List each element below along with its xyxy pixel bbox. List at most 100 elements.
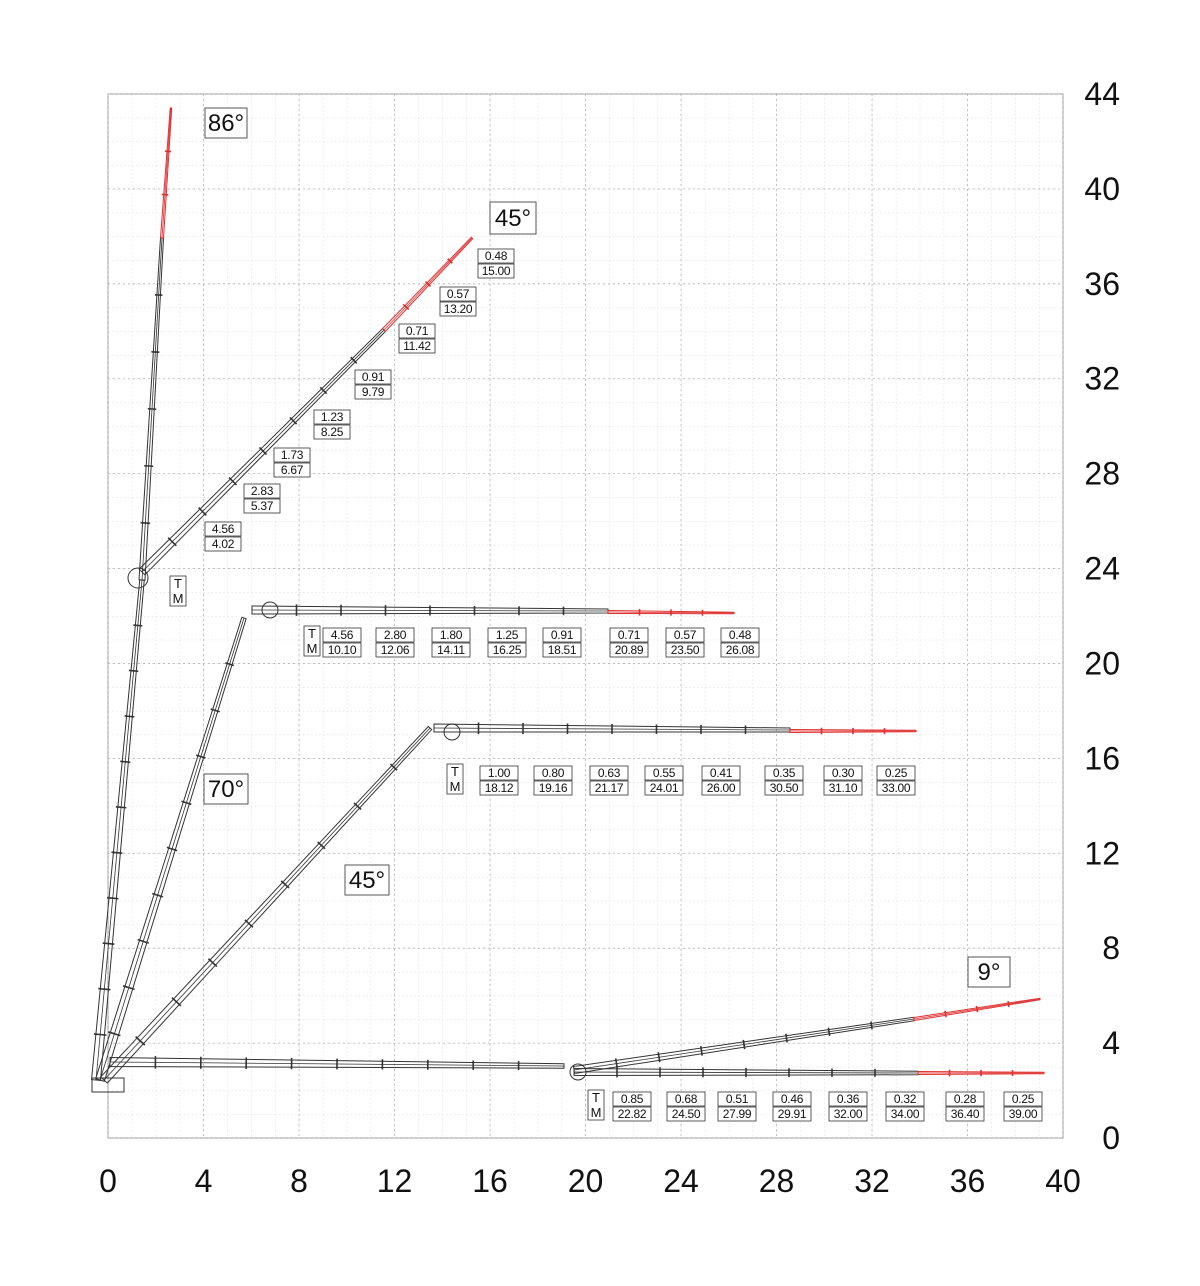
boom-86-45-jib-joint (402, 303, 410, 311)
load-9-m-box (666, 1106, 706, 1122)
load-86-45-t-box (439, 286, 477, 302)
load-45-m-box (533, 780, 573, 796)
load-45-t-box (479, 765, 519, 781)
load-70-tm-box (303, 625, 321, 657)
load-70-m-label: M (307, 641, 318, 656)
load-45-t-value: 0.30 (832, 766, 855, 780)
load-86-45-t-box (273, 447, 311, 463)
load-70-t-value: 0.48 (729, 628, 752, 642)
load-9-t-box (828, 1091, 868, 1107)
load-45-t-value: 0.63 (598, 766, 621, 780)
load-9-t-box (772, 1091, 812, 1107)
boom-45-main-joint (135, 1036, 146, 1046)
load-9-t-box (612, 1091, 652, 1107)
boom-86-upper-joint (144, 464, 154, 468)
grid-major-lines (107, 93, 1064, 1139)
load-45-t-value: 0.35 (773, 766, 796, 780)
boom-9-jib-joint (944, 1010, 947, 1018)
load-86-45-m-box (273, 462, 311, 478)
x-tick-label: 20 (568, 1163, 604, 1199)
load-45-m-box (823, 780, 863, 796)
boom-70-upper (251, 605, 609, 615)
load-70-m-box (431, 642, 471, 658)
boom-9-jib-joint (1007, 1000, 1010, 1008)
load-86-45-m-value: 11.42 (403, 339, 431, 353)
y-tick-label: 36 (1084, 266, 1120, 302)
boom-70-main-joint (122, 985, 135, 991)
load-70-t-box (375, 627, 415, 643)
load-70-t-value: 0.91 (551, 628, 574, 642)
angle-label: 70° (208, 776, 244, 803)
load-70-m-box (609, 642, 649, 658)
load-9-m-box (1003, 1106, 1043, 1122)
load-45-m-value: 30.50 (770, 781, 799, 795)
boom-86-main-joint (106, 896, 119, 900)
x-tick-label: 16 (472, 1163, 508, 1199)
y-tick-label: 4 (1102, 1025, 1120, 1061)
load-70-m-box (720, 642, 760, 658)
load-9-m-value: 24.50 (672, 1107, 701, 1121)
y-tick-label: 16 (1084, 740, 1120, 776)
boom-86-jib-centerline (161, 107, 172, 239)
load-70-t-box (542, 627, 582, 643)
boom-86-45-upper-joint (319, 386, 328, 395)
load-9-t-label: T (592, 1090, 600, 1105)
boom-70-main-joint (166, 846, 178, 852)
boom-70-main-joint (152, 892, 164, 898)
boom-0-main (109, 1056, 565, 1069)
boom-9-upper-joint (870, 1021, 873, 1030)
load-45-m-value: 18.12 (485, 781, 514, 795)
load-45-m-value: 26.00 (707, 781, 736, 795)
load-45-m-label: M (450, 779, 461, 794)
boom-86-main-joint (133, 624, 143, 627)
load-45-m-box (876, 780, 916, 796)
boom-86-45-upper-joint (228, 476, 238, 486)
boom-86-main-joint (93, 1033, 107, 1036)
boom-86-main-joint (120, 760, 131, 764)
load-70-m-value: 18.51 (548, 643, 577, 657)
boom-86-main-joint (102, 942, 115, 945)
boom-86-45-upper-joint (289, 416, 298, 425)
load-86-45-m-box (439, 301, 477, 317)
boom-86-main-joint (111, 851, 123, 855)
load-86-45-t-label: T (174, 576, 182, 591)
boom-70-jib (607, 609, 735, 615)
load-45-m-box (701, 780, 741, 796)
load-70-m-value: 10.10 (328, 643, 357, 657)
load-9-m-value: 32.00 (834, 1107, 863, 1121)
load-86-45-m-box (313, 424, 351, 440)
crane-booms (90, 107, 1045, 1093)
load-86-45-t-value: 0.91 (362, 370, 385, 384)
load-70-m-box (542, 642, 582, 658)
boom-45-main-joint (280, 880, 290, 889)
x-tick-label: 32 (854, 1163, 890, 1199)
boom-9-upper-joint (699, 1045, 704, 1056)
x-tick-label: 28 (759, 1163, 795, 1199)
boom-45-main-joint (207, 958, 218, 968)
y-tick-label: 12 (1084, 835, 1120, 871)
angle-labels: 86° 45° 70° 45° 9° (203, 107, 1011, 988)
load-9-m-box (945, 1106, 985, 1122)
load-86-45-t-value: 0.71 (406, 324, 429, 338)
boom-86-upper-joint (140, 521, 151, 525)
x-axis-ticks: 0 4 8 12 16 20 24 28 32 36 40 (99, 1163, 1081, 1199)
boom-86-45-upper-joint (167, 537, 177, 547)
boom-86-main-joint (115, 805, 127, 809)
load-86-45-m-box (398, 338, 436, 354)
angle-label: 86° (208, 110, 244, 137)
load-70-m-value: 20.89 (615, 643, 644, 657)
load-9-t-box (885, 1091, 925, 1107)
boom-70-main-joint (137, 938, 149, 944)
load-9-m-value: 27.99 (723, 1107, 752, 1121)
x-tick-label: 36 (950, 1163, 986, 1199)
x-tick-label: 0 (99, 1163, 117, 1199)
crane-base (91, 1077, 125, 1093)
load-86-45-t-value: 4.56 (212, 522, 235, 536)
load-45-t-box (823, 765, 863, 781)
boom-70-main-joint (108, 1031, 121, 1037)
angle-label: 45° (349, 867, 385, 894)
load-9-t-value: 0.51 (726, 1092, 749, 1106)
load-70-t-value: 0.57 (674, 628, 697, 642)
load-70-t-value: 1.80 (440, 628, 463, 642)
load-86-45-t-box (354, 369, 392, 385)
